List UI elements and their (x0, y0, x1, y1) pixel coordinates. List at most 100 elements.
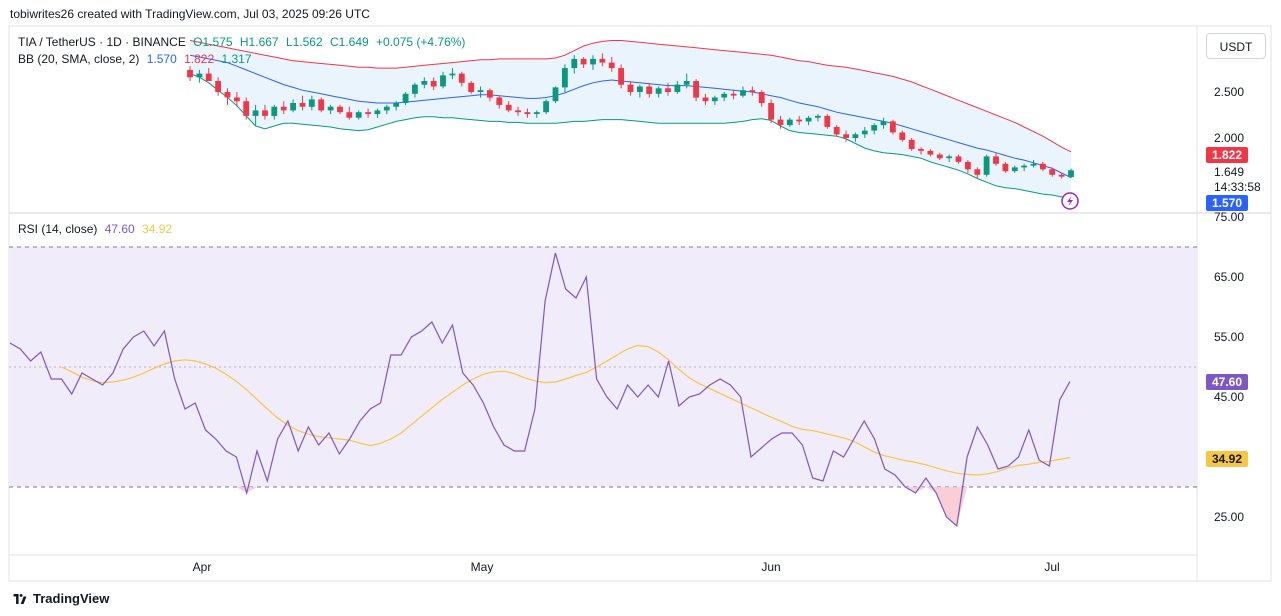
candle-body (927, 150, 934, 155)
candle-body (280, 106, 287, 111)
candle-body (730, 93, 737, 96)
candle-body (936, 154, 943, 159)
candle-body (477, 90, 484, 92)
candle-body (496, 97, 503, 105)
rsi-band (9, 247, 1197, 487)
rsi-label[interactable]: RSI (14, close) (18, 222, 98, 236)
candle-body (337, 106, 343, 113)
candle-body (946, 156, 953, 159)
alert-lightning-icon (1061, 192, 1079, 210)
price-legend: TIA / TetherUS · 1D · BINANCE O1.575 H1.… (18, 35, 469, 49)
candle-body (1049, 169, 1056, 175)
candle-body (346, 112, 353, 118)
candle-body (955, 156, 962, 162)
candle-body (383, 106, 390, 111)
candle-body (262, 110, 268, 116)
candle-body (1040, 163, 1046, 170)
candle-body (402, 93, 409, 103)
candle-body (412, 84, 418, 94)
candle-body (327, 106, 334, 111)
candle-body (1002, 163, 1009, 172)
candle-body (974, 169, 981, 175)
candle-body (627, 84, 634, 92)
rsi-pane (9, 246, 1197, 528)
candle-body (440, 75, 446, 87)
candle-body (993, 156, 999, 164)
candle-body (487, 90, 493, 98)
candle-body (711, 97, 718, 102)
candle-body (833, 127, 840, 135)
ohlc-change: +0.075 (+4.76%) (376, 35, 466, 49)
candle-body (533, 112, 540, 114)
candle-body (1030, 163, 1037, 166)
bb-basis-badge: 1.570 (1206, 195, 1248, 211)
price-axis-ticks: 2.000 2.500 (1214, 85, 1244, 145)
rsi-ma-value: 34.92 (142, 222, 173, 236)
candle-body (505, 104, 512, 111)
footer-brand: TradingView (33, 591, 110, 606)
candle-body (590, 58, 596, 65)
candle-body (205, 73, 212, 81)
bb-lower-value: 1.317 (221, 52, 252, 66)
candle-body (674, 84, 681, 92)
candle-body (430, 81, 437, 87)
candle-body (693, 81, 699, 98)
candle-body (599, 58, 606, 63)
candle-body (880, 121, 887, 126)
candle-body (786, 119, 793, 126)
time-tick-label: Jul (1044, 560, 1059, 574)
bb-label[interactable]: BB (20, SMA, close, 2) (18, 52, 140, 66)
candle-body (224, 92, 231, 98)
candle-body (683, 81, 690, 85)
ohlc-low: L1.562 (285, 35, 323, 49)
bar-countdown: 14:33:58 (1214, 180, 1261, 194)
candle-body (449, 73, 456, 76)
candle-body (355, 112, 362, 118)
candle-body (721, 93, 728, 98)
symbol-name[interactable]: TIA / TetherUS · 1D · BINANCE (18, 35, 186, 49)
candle-body (618, 68, 624, 85)
candle-body (318, 99, 325, 111)
rsi-legend: RSI (14, close) 47.60 34.92 (18, 222, 176, 236)
candle-body (899, 132, 906, 140)
price-pane (187, 40, 1074, 202)
rsi-value-badge: 47.60 (1206, 374, 1248, 390)
time-tick-label: Apr (193, 560, 212, 574)
candle-body (252, 110, 259, 116)
rsi-tick-label: 75.00 (1214, 210, 1244, 224)
candle-body (908, 139, 915, 149)
rsi-line (9, 252, 1071, 528)
ohlc-high: H1.667 (239, 35, 279, 49)
time-axis-ticks: Apr May Jun Jul (193, 560, 1060, 574)
candle-body (308, 99, 315, 107)
candle-body (852, 134, 859, 138)
candle-body (965, 161, 971, 170)
currency-selector[interactable]: USDT (1206, 33, 1266, 59)
ohlc-open: O1.575 (193, 35, 233, 49)
candle-body (468, 82, 475, 92)
candle-body (543, 101, 549, 113)
candle-body (1058, 174, 1065, 177)
candle-body (562, 68, 568, 88)
bb-lower-line (189, 73, 1072, 202)
tradingview-logo[interactable]: TradingView (12, 591, 109, 606)
chart-header: tobiwrites26 created with TradingView.co… (10, 7, 370, 21)
tradingview-icon (13, 593, 27, 604)
candle-body (393, 103, 400, 107)
bb-fill (190, 40, 1071, 201)
rsi-tick-label: 45.00 (1214, 390, 1244, 404)
candle-body (1021, 165, 1027, 168)
candle-body (552, 87, 559, 102)
bb-upper-value: 1.822 (184, 52, 215, 66)
candle-body (187, 69, 193, 78)
candle-body (758, 92, 765, 103)
bb-basis-value: 1.570 (146, 52, 177, 66)
candle-body (243, 101, 250, 116)
candle-body (421, 81, 428, 85)
candle-body (290, 103, 296, 111)
candle-body (861, 130, 868, 135)
candle-body (655, 88, 662, 94)
candles (187, 53, 1074, 179)
